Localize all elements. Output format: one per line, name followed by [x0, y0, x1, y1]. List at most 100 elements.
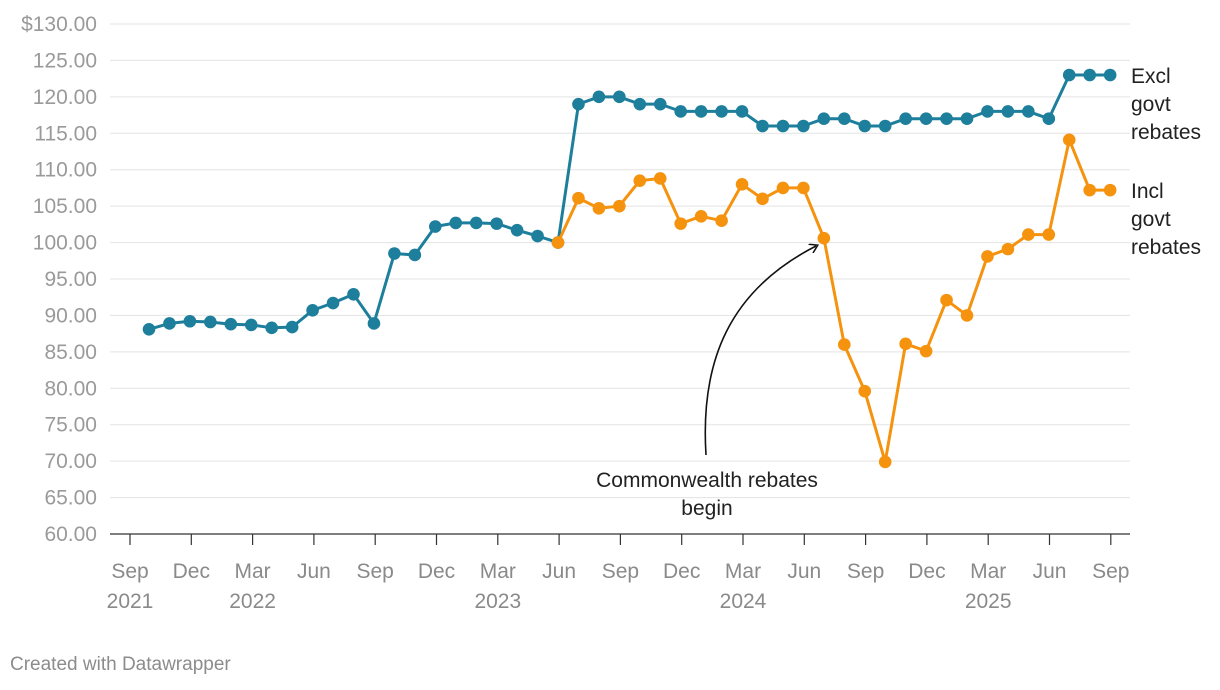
x-tick-month: Jun: [297, 560, 331, 583]
x-tick-year: 2025: [965, 590, 1012, 613]
data-point: [878, 119, 892, 133]
x-tick-month: Mar: [235, 560, 271, 583]
x-tick-month: Dec: [663, 560, 700, 583]
series-incl-govt-rebates: [551, 133, 1117, 469]
data-point: [1042, 228, 1056, 241]
data-point: [919, 344, 933, 358]
annotation-arrow: [704, 246, 816, 456]
data-point: [1001, 242, 1015, 256]
data-point: [653, 172, 667, 185]
y-tick-label: 65.00: [44, 487, 97, 510]
data-point: [674, 105, 687, 118]
x-tick-year: 2022: [229, 590, 276, 613]
x-tick-month: Sep: [357, 560, 394, 583]
data-point: [1083, 183, 1096, 197]
series-label: Excl: [1131, 65, 1171, 88]
x-tick-year: 2021: [107, 590, 154, 613]
data-point: [756, 119, 769, 133]
y-tick-label: $130.00: [21, 13, 97, 36]
x-tick-month: Sep: [111, 560, 148, 583]
x-axis: Sep 2021 Dec Mar 2022 Jun Sep Dec Mar 2023 Jun Sep D…: [107, 533, 1130, 613]
data-point: [572, 191, 585, 205]
data-point: [735, 177, 749, 191]
data-point: [715, 105, 728, 118]
data-point: [490, 217, 503, 230]
data-point: [449, 216, 463, 230]
series-line: [556, 138, 1111, 464]
data-point: [265, 321, 279, 335]
data-point: [960, 112, 974, 126]
data-point: [613, 199, 626, 213]
data-point: [1022, 105, 1035, 118]
series-label: govt: [1131, 208, 1171, 231]
data-point: [244, 318, 258, 332]
data-point: [163, 317, 176, 330]
series-labels: Excl govt rebates Incl govt rebates: [1131, 65, 1201, 259]
x-tick-month: Sep: [602, 560, 639, 583]
data-point: [858, 119, 872, 133]
data-point: [633, 97, 647, 111]
y-tick-label: 70.00: [44, 450, 97, 473]
y-tick-label: 110.00: [34, 159, 97, 182]
x-tick-year: 2024: [720, 590, 767, 613]
data-point: [469, 216, 483, 230]
x-tick-month: Mar: [480, 560, 516, 583]
data-point: [756, 192, 769, 206]
annotation: Commonwealth rebates begin: [596, 246, 818, 520]
y-tick-label: 125.00: [33, 49, 97, 72]
data-point: [224, 317, 238, 331]
data-point: [715, 214, 728, 228]
data-point: [797, 181, 810, 195]
data-point: [367, 317, 381, 330]
footer-credit: Created with Datawrapper: [10, 654, 231, 675]
data-point: [694, 105, 708, 118]
x-tick-month: Jun: [542, 560, 576, 583]
x-tick-month: Dec: [418, 560, 455, 583]
data-point: [285, 320, 299, 334]
y-tick-label: 120.00: [33, 86, 97, 109]
x-tick-year: 2023: [474, 590, 521, 613]
data-point: [429, 220, 442, 233]
data-point: [551, 236, 565, 249]
data-point: [592, 90, 606, 104]
data-point: [674, 217, 687, 230]
data-point: [572, 97, 585, 111]
data-point: [981, 250, 994, 263]
y-tick-label: 105.00: [33, 195, 97, 218]
data-point: [653, 97, 667, 111]
data-point: [1062, 133, 1076, 147]
y-tick-label: 115.00: [34, 122, 97, 145]
data-point: [776, 181, 790, 195]
annotation-text-line-2: begin: [681, 497, 732, 520]
data-point: [838, 112, 851, 126]
data-point: [940, 112, 953, 126]
series-excl-govt-rebates: [142, 68, 1117, 336]
data-point: [1103, 183, 1117, 197]
series-label: rebates: [1131, 236, 1201, 259]
annotation-text-line-1: Commonwealth rebates: [596, 469, 818, 492]
data-point: [735, 105, 749, 118]
data-point: [613, 90, 626, 104]
data-point: [142, 322, 156, 336]
data-point: [878, 455, 892, 469]
x-tick-month: Sep: [1092, 560, 1129, 583]
data-point: [1103, 68, 1117, 82]
data-point: [960, 309, 974, 322]
y-axis-ticks: $130.00 125.00 120.00 115.00 110.00 105.00 100…: [21, 13, 97, 546]
data-point: [388, 247, 401, 260]
data-point: [510, 223, 524, 237]
data-point: [817, 231, 831, 245]
series-label: rebates: [1131, 121, 1201, 144]
y-tick-label: 100.00: [33, 232, 97, 255]
data-point: [899, 337, 912, 351]
data-point: [326, 296, 340, 310]
series-label: Incl: [1131, 180, 1164, 203]
y-tick-label: 95.00: [44, 268, 97, 291]
data-point: [1022, 228, 1035, 241]
y-tick-label: 60.00: [44, 523, 97, 546]
data-point: [347, 288, 360, 301]
data-point: [694, 210, 708, 223]
x-tick-month: Sep: [847, 560, 884, 583]
data-point: [183, 314, 197, 328]
data-point: [306, 304, 319, 317]
